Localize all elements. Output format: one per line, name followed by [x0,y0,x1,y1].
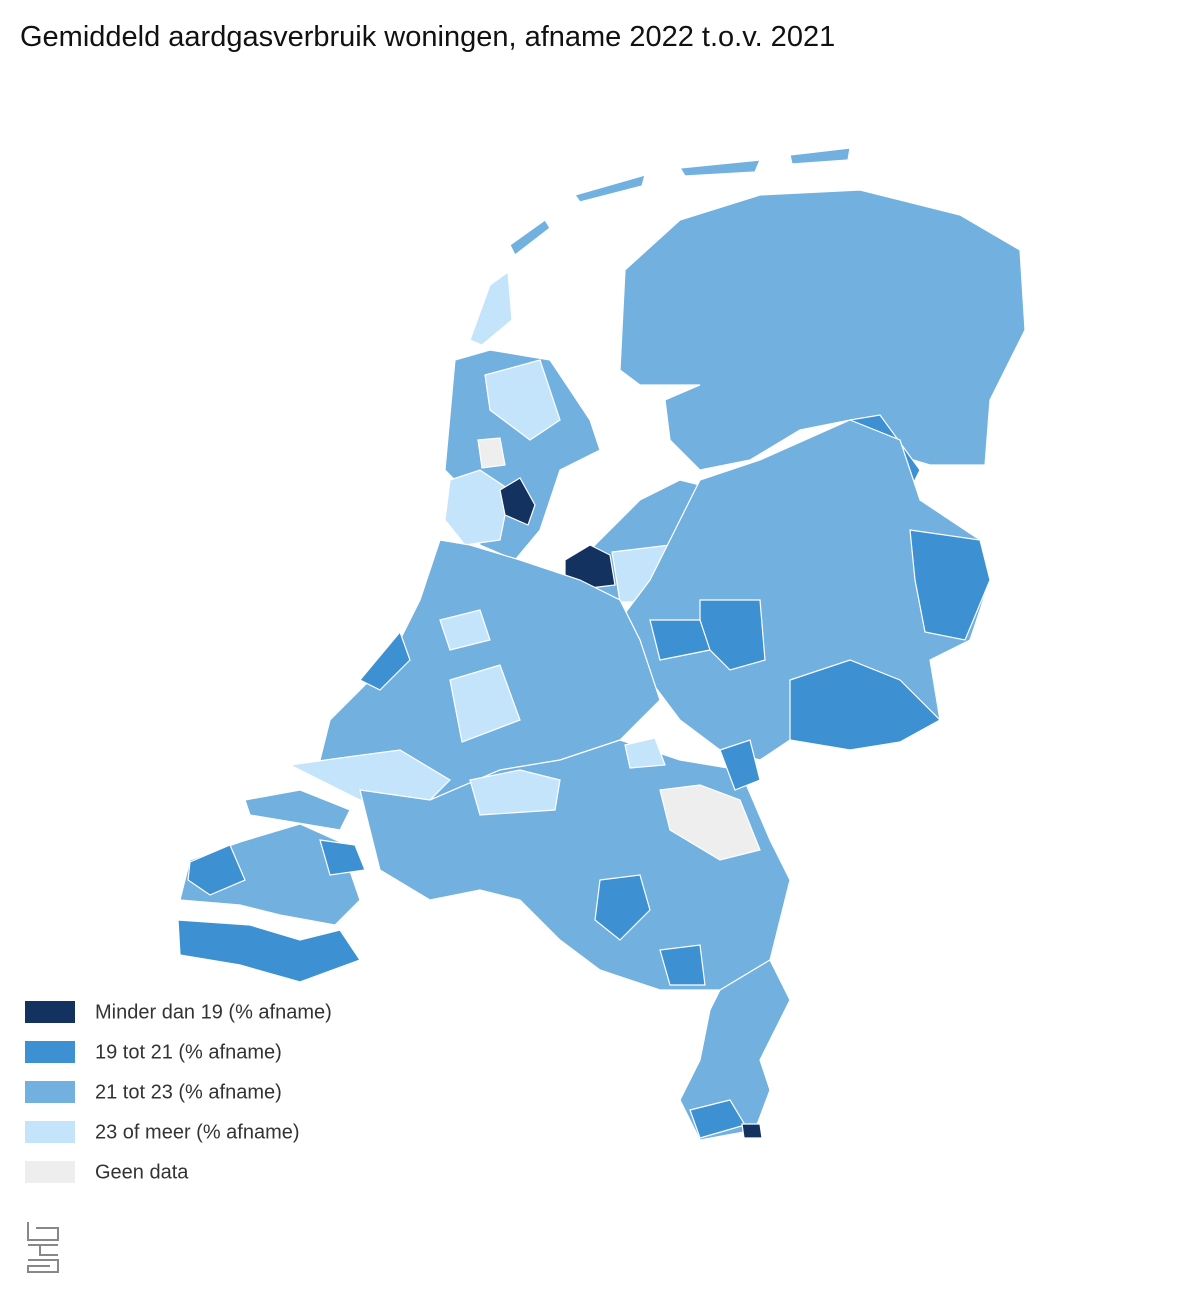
region [789,147,851,165]
region [678,159,761,177]
region [574,174,646,203]
region [319,839,366,876]
region [499,477,536,526]
legend-label: 23 of meer (% afname) [95,1121,300,1143]
region [187,844,246,896]
region [909,529,991,641]
legend-swatch [25,1081,75,1103]
region [444,469,511,546]
legend-label: 21 tot 23 (% afname) [95,1081,282,1103]
region [244,789,351,831]
region [469,270,513,346]
region [439,609,491,651]
chart-title: Gemiddeld aardgasverbruik woningen, afna… [20,21,836,53]
cbs-logo [27,1222,59,1273]
region [789,659,941,751]
region [177,919,361,983]
region [719,739,761,791]
legend: Minder dan 19 (% afname) 19 tot 21 (% afn… [25,1001,332,1183]
region [659,944,706,986]
region [741,1123,763,1139]
legend-swatch [25,1001,75,1023]
region [659,784,761,861]
region [624,737,666,769]
legend-swatch [25,1121,75,1143]
municipalities [177,147,1026,1141]
region [484,359,561,441]
region [509,219,551,256]
legend-label: 19 tot 21 (% afname) [95,1041,282,1063]
legend-swatch [25,1161,75,1183]
region [359,630,411,691]
region [469,769,561,816]
region [649,619,711,661]
region [477,437,506,469]
region [619,189,1026,471]
legend-swatch [25,1041,75,1063]
legend-label: Minder dan 19 (% afname) [95,1001,332,1023]
legend-label: Geen data [95,1161,189,1183]
region [449,664,521,743]
region [288,749,451,811]
region [594,874,651,941]
